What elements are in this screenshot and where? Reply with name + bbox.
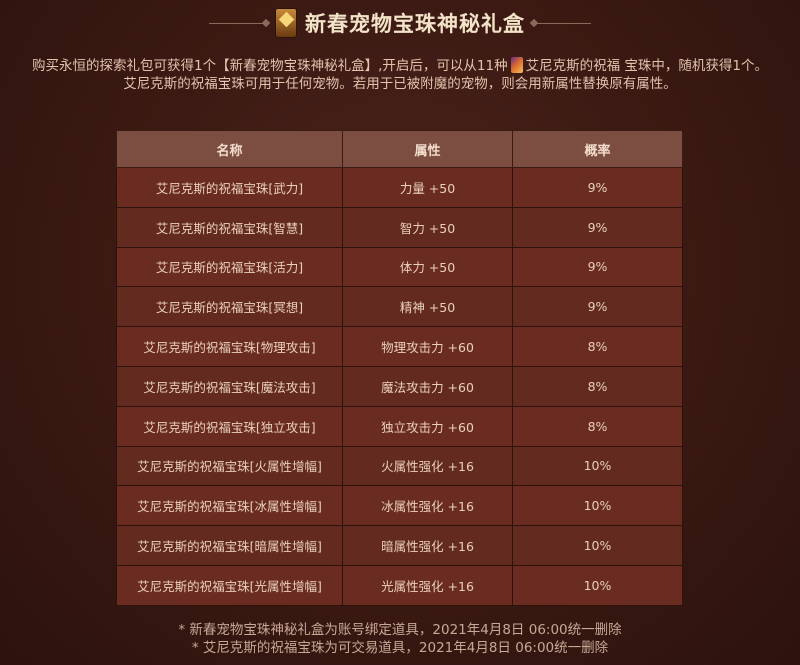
cell-name: 艾尼克斯的祝福宝珠[物理攻击] [116,326,343,367]
cell-probability: 9% [512,167,683,208]
cell-probability: 9% [512,246,683,288]
note-2: * 艾尼克斯的祝福宝珠为可交易道具，2021年4月8日 06:00统一删除 [191,640,609,656]
page-title: 新春宠物宝珠神秘礼盒 [305,12,525,36]
cell-attribute: 暗属性强化 +16 [342,525,513,566]
cell-attribute: 冰属性强化 +16 [342,485,513,527]
title-bar: 新春宠物宝珠神秘礼盒 [0,6,800,40]
gift-box-icon [275,8,297,38]
cell-name: 艾尼克斯的祝福宝珠[暗属性增幅] [116,525,343,566]
cell-attribute: 精神 +50 [342,286,513,328]
probability-table: 名称 属性 概率 艾尼克斯的祝福宝珠[武力] 力量 +50 9% 艾尼克斯的祝福宝珠[… [116,130,683,606]
cell-attribute: 火属性强化 +16 [342,445,513,487]
cell-name: 艾尼克斯的祝福宝珠[独立攻击] [116,405,343,447]
cell-name: 艾尼克斯的祝福宝珠[冥想] [116,286,343,328]
header-attribute: 属性 [342,130,513,168]
cell-attribute: 独立攻击力 +60 [342,405,513,447]
cell-name: 艾尼克斯的祝福宝珠[魔法攻击] [116,365,343,407]
note-1: * 新春宠物宝珠神秘礼盒为账号绑定道具，2021年4月8日 06:00统一删除 [178,622,622,638]
cell-probability: 8% [512,326,683,367]
cell-attribute: 光属性强化 +16 [342,564,513,606]
cell-probability: 10% [512,485,683,527]
cell-attribute: 力量 +50 [342,167,513,208]
table-row: 艾尼克斯的祝福宝珠[冥想] 精神 +50 9% [116,286,683,328]
cell-probability: 9% [512,286,683,328]
cell-name: 艾尼克斯的祝福宝珠[光属性增幅] [116,564,343,606]
header-name: 名称 [116,130,343,168]
cell-probability: 9% [512,206,683,248]
orb-icon [510,57,523,73]
cell-name: 艾尼克斯的祝福宝珠[活力] [116,246,343,288]
cell-attribute: 魔法攻击力 +60 [342,365,513,407]
divider-right [533,22,591,24]
cell-name: 艾尼克斯的祝福宝珠[火属性增幅] [116,445,343,487]
desc-line1-after: 艾尼克斯的祝福 宝珠中，随机获得1个。 [525,58,768,74]
table-row: 艾尼克斯的祝福宝珠[武力] 力量 +50 9% [116,167,683,208]
notes: * 新春宠物宝珠神秘礼盒为账号绑定道具，2021年4月8日 06:00统一删除 … [0,621,800,657]
description: 购买永恒的探索礼包可获得1个【新春宠物宝珠神秘礼盒】,开启后，可以从11种艾尼克… [0,57,800,93]
cell-attribute: 物理攻击力 +60 [342,326,513,367]
divider-left [209,22,267,24]
table-row: 艾尼克斯的祝福宝珠[活力] 体力 +50 9% [116,246,683,288]
table-row: 艾尼克斯的祝福宝珠[物理攻击] 物理攻击力 +60 8% [116,326,683,367]
cell-name: 艾尼克斯的祝福宝珠[智慧] [116,206,343,248]
table-row: 艾尼克斯的祝福宝珠[冰属性增幅] 冰属性强化 +16 10% [116,485,683,527]
table-row: 艾尼克斯的祝福宝珠[独立攻击] 独立攻击力 +60 8% [116,405,683,447]
cell-probability: 10% [512,445,683,487]
table-row: 艾尼克斯的祝福宝珠[智慧] 智力 +50 9% [116,206,683,248]
cell-probability: 8% [512,365,683,407]
desc-line2: 艾尼克斯的祝福宝珠可用于任何宠物。若用于已被附魔的宠物，则会用新属性替换原有属性… [123,76,677,92]
header-probability: 概率 [512,130,683,168]
table-header: 名称 属性 概率 [116,130,683,168]
table-row: 艾尼克斯的祝福宝珠[魔法攻击] 魔法攻击力 +60 8% [116,365,683,407]
cell-probability: 10% [512,564,683,606]
cell-probability: 8% [512,405,683,447]
table-row: 艾尼克斯的祝福宝珠[光属性增幅] 光属性强化 +16 10% [116,564,683,606]
cell-attribute: 智力 +50 [342,206,513,248]
table-row: 艾尼克斯的祝福宝珠[暗属性增幅] 暗属性强化 +16 10% [116,525,683,566]
cell-attribute: 体力 +50 [342,246,513,288]
cell-probability: 10% [512,525,683,566]
table-row: 艾尼克斯的祝福宝珠[火属性增幅] 火属性强化 +16 10% [116,445,683,487]
desc-line1-before: 购买永恒的探索礼包可获得1个【新春宠物宝珠神秘礼盒】,开启后，可以从11种 [32,58,508,74]
cell-name: 艾尼克斯的祝福宝珠[武力] [116,167,343,208]
cell-name: 艾尼克斯的祝福宝珠[冰属性增幅] [116,485,343,527]
